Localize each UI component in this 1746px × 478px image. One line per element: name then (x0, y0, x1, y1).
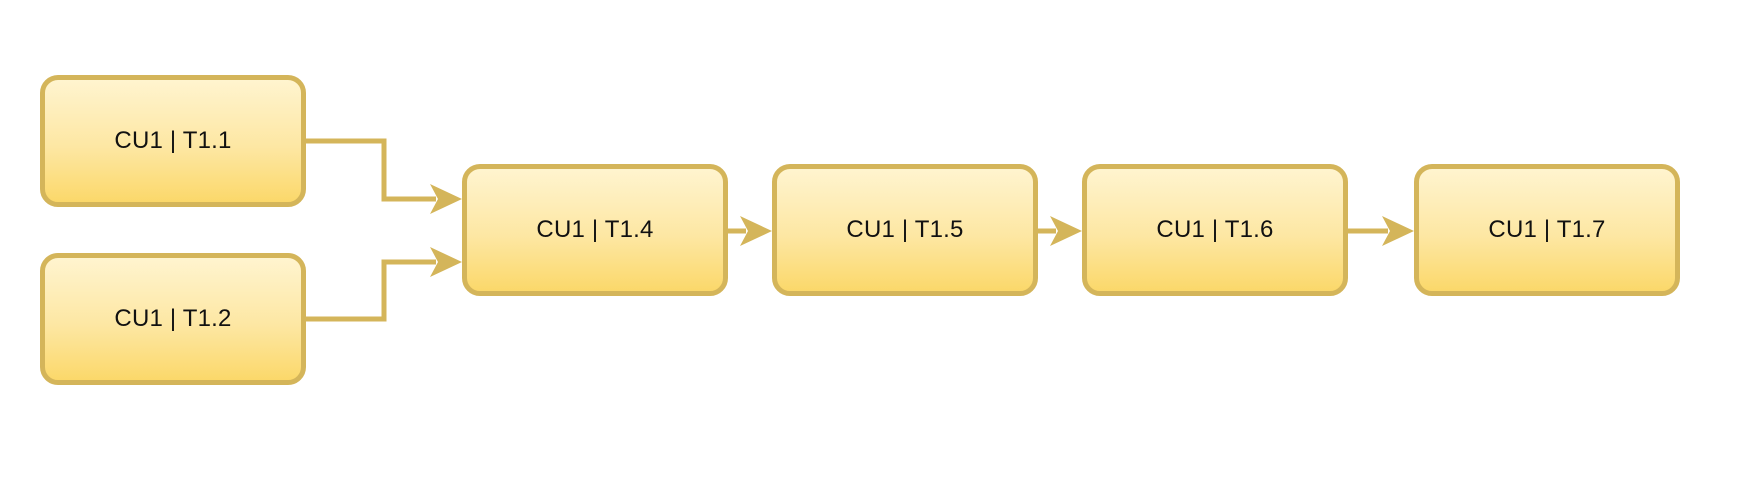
node-cu1-t1-7[interactable]: CU1 | T1.7 (1414, 164, 1680, 296)
node-label: CU1 | T1.5 (846, 216, 964, 243)
node-cu1-t1-4[interactable]: CU1 | T1.4 (462, 164, 728, 296)
arrowhead-t1-1-to-t1-4 (430, 184, 462, 214)
node-label: CU1 | T1.6 (1156, 216, 1274, 243)
node-cu1-t1-1[interactable]: CU1 | T1.1 (40, 75, 306, 207)
node-label: CU1 | T1.7 (1488, 216, 1606, 243)
arrowhead-t1-5-to-t1-6 (1050, 216, 1082, 246)
node-cu1-t1-2[interactable]: CU1 | T1.2 (40, 253, 306, 385)
node-label: CU1 | T1.1 (114, 127, 232, 154)
node-cu1-t1-6[interactable]: CU1 | T1.6 (1082, 164, 1348, 296)
edge-t1-1-to-t1-4 (306, 138, 436, 202)
node-label: CU1 | T1.4 (536, 216, 654, 243)
node-label: CU1 | T1.2 (114, 305, 232, 332)
arrowhead-t1-6-to-t1-7 (1382, 216, 1414, 246)
node-cu1-t1-5[interactable]: CU1 | T1.5 (772, 164, 1038, 296)
arrowhead-t1-2-to-t1-4 (430, 247, 462, 277)
edge-t1-2-to-t1-4 (306, 259, 436, 322)
arrowhead-t1-4-to-t1-5 (740, 216, 772, 246)
